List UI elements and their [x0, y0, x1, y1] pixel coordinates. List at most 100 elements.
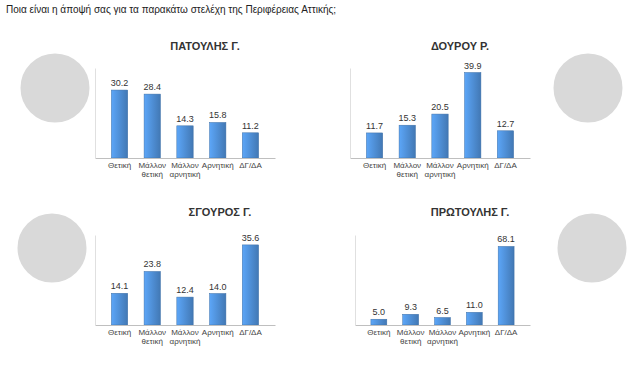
x-tick-label-line: Μάλλον [426, 161, 454, 170]
data-label: 5.0 [373, 307, 386, 317]
y-axis-line [350, 69, 351, 159]
bar [466, 312, 482, 325]
bars [111, 90, 258, 158]
data-label: 12.7 [497, 119, 515, 129]
chart-title: ΠΑΤΟΥΛΗΣ Γ. [170, 40, 239, 52]
x-tick: Μάλλοναρνητική [169, 158, 200, 179]
x-tick-label-line: αρνητική [424, 170, 455, 179]
x-tick: Μάλλονθετική [397, 325, 425, 346]
x-tick-label-line: Μάλλον [397, 328, 425, 337]
data-label: 35.6 [242, 233, 260, 243]
bars [366, 73, 513, 159]
x-tick-label: Αρνητική [202, 161, 234, 170]
x-tick-label: Θετική [367, 328, 390, 337]
x-tick-label: ΔΓ/ΔΑ [239, 161, 262, 170]
y-axis [95, 69, 96, 159]
x-tick-label-line: Αρνητική [458, 328, 490, 337]
bar [177, 297, 193, 325]
x-tick-label: Μάλλονθετική [397, 328, 425, 346]
x-tick-label-line: θετική [400, 337, 421, 346]
data-label: 9.3 [404, 302, 417, 312]
x-tick: Μάλλονθετική [138, 325, 166, 346]
data-label: 11.2 [242, 121, 259, 131]
x-tick-label: Μάλλοναρνητική [427, 328, 458, 346]
bar [111, 293, 127, 325]
x-tick-label-line: Μάλλον [138, 161, 166, 170]
x-tick-label-line: ΔΓ/ΔΑ [495, 328, 518, 337]
data-label: 6.5 [436, 306, 449, 316]
data-label: 23.8 [144, 259, 162, 269]
x-tick-label: Μάλλοναρνητική [169, 328, 200, 346]
chart-title: ΔΟΥΡΟΥ Ρ. [431, 40, 489, 52]
x-axis: ΘετικήΜάλλονθετικήΜάλλοναρνητικήΑρνητική… [351, 158, 531, 179]
x-tick-label: Μάλλοναρνητική [169, 161, 200, 179]
portrait [16, 212, 88, 284]
x-tick-label: Θετική [108, 161, 131, 170]
x-tick-label: Αρνητική [458, 328, 490, 337]
y-axis-line [355, 236, 356, 326]
bar [435, 318, 451, 326]
data-label: 14.3 [176, 114, 194, 124]
x-tick: Αρνητική [202, 158, 234, 170]
data-label: 39.9 [464, 61, 482, 71]
x-tick: Θετική [367, 325, 390, 337]
x-tick: ΔΓ/ΔΑ [495, 325, 518, 337]
data-label: 68.1 [497, 234, 515, 244]
data-label: 20.5 [431, 102, 449, 112]
x-tick-label-line: Θετική [363, 161, 386, 170]
x-tick: ΔΓ/ΔΑ [239, 325, 262, 337]
panel: ΔΟΥΡΟΥ Ρ. 11.7 15.3 20.5 39.9 12.7 Θετική Μάλλο… [351, 40, 625, 179]
data-label: 11.7 [366, 121, 383, 131]
chart-title: ΠΡΩΤΟΥΛΗΣ Γ. [431, 206, 510, 218]
bar [242, 133, 258, 158]
x-tick-label-line: αρνητική [169, 170, 200, 179]
x-tick-label: ΔΓ/ΔΑ [239, 328, 262, 337]
bars [371, 246, 514, 325]
x-tick-label: Μάλλονθετική [138, 328, 166, 346]
x-tick-label-line: Αρνητική [202, 161, 234, 170]
x-tick-label-line: Μάλλον [138, 328, 166, 337]
y-axis [355, 236, 356, 326]
bar [111, 90, 127, 158]
bar [144, 271, 160, 325]
bar [399, 125, 415, 158]
x-axis-line [96, 325, 276, 326]
x-tick: Θετική [108, 325, 131, 337]
y-axis [350, 69, 351, 159]
x-tick-label-line: ΔΓ/ΔΑ [239, 161, 262, 170]
bar [371, 319, 387, 325]
x-tick-label: Μάλλονθετική [393, 161, 421, 179]
x-tick: ΔΓ/ΔΑ [494, 158, 517, 170]
x-tick: Μάλλονθετική [393, 158, 421, 179]
x-tick-label-line: Μάλλον [171, 161, 199, 170]
x-tick-label: Μάλλοναρνητική [424, 161, 455, 179]
x-tick: Θετική [108, 158, 131, 170]
data-label: 15.3 [399, 113, 417, 123]
x-axis-line [351, 158, 531, 159]
x-axis: ΘετικήΜάλλονθετικήΜάλλοναρνητικήΑρνητική… [96, 158, 276, 179]
x-axis-line [96, 158, 276, 159]
x-tick-label: Αρνητική [457, 161, 489, 170]
x-tick-label-line: Θετική [367, 328, 390, 337]
data-label: 12.4 [176, 285, 194, 295]
x-tick: Μάλλοναρνητική [427, 325, 458, 346]
x-tick-label-line: Μάλλον [429, 328, 457, 337]
portrait [556, 212, 628, 284]
x-tick-label-line: Θετική [108, 161, 131, 170]
x-tick: ΔΓ/ΔΑ [239, 158, 262, 170]
x-tick: Θετική [363, 158, 386, 170]
data-label: 14.1 [111, 281, 129, 291]
x-axis: ΘετικήΜάλλονθετικήΜάλλοναρνητικήΑρνητική… [96, 325, 276, 346]
x-tick-label-line: Μάλλον [171, 328, 199, 337]
bars [111, 245, 258, 325]
x-tick-label: Μάλλονθετική [138, 161, 166, 179]
x-tick-label-line: αρνητική [169, 337, 200, 346]
x-tick-label-line: θετική [142, 337, 163, 346]
page: Ποια είναι η άποψή σας για τα παρακάτω σ… [0, 0, 640, 371]
x-tick-label-line: Θετική [108, 328, 131, 337]
data-label: 14.0 [209, 282, 227, 292]
panel: ΠΡΩΤΟΥΛΗΣ Γ.5.09.36.511.068.1ΘετικήΜάλλο… [356, 206, 629, 346]
x-tick-label: Θετική [108, 328, 131, 337]
portrait [19, 52, 91, 124]
x-tick: Αρνητική [202, 325, 234, 337]
